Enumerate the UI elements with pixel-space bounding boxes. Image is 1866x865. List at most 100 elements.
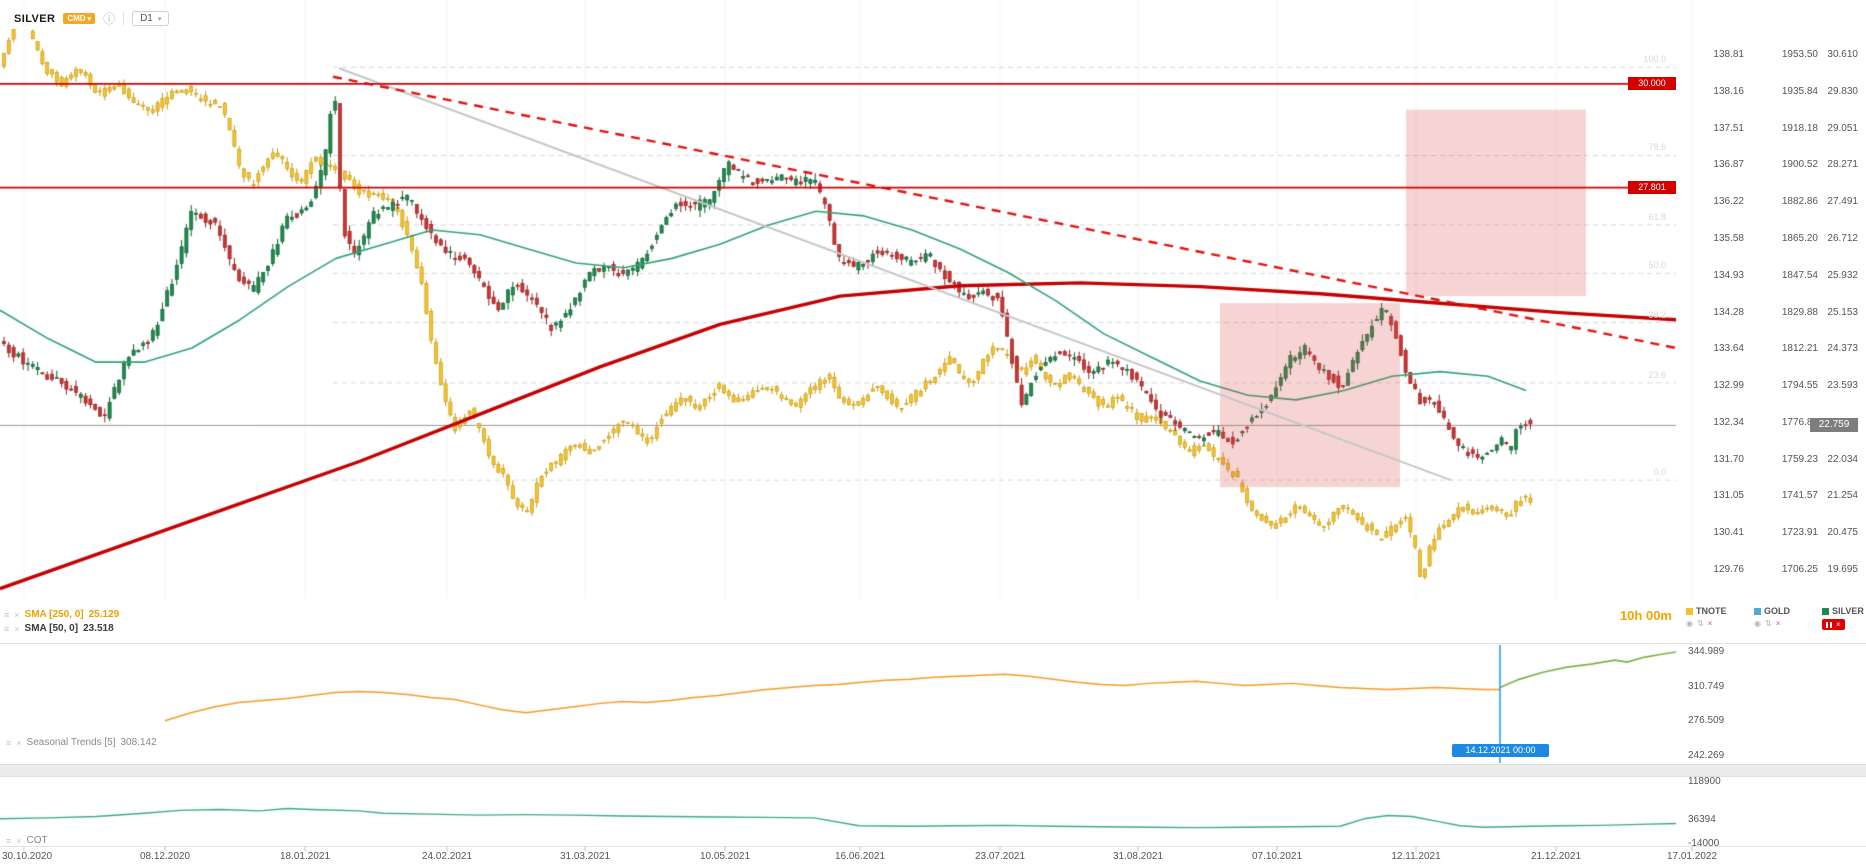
timeframe-selector[interactable]: D1 ▾ [132,11,170,26]
gold-axis-value: 1935.84 [1781,85,1818,97]
tnote-axis-value: 129.76 [1713,564,1744,575]
tnote-axis-value: 138.81 [1713,49,1744,60]
close-icon[interactable]: × [1707,619,1713,628]
gold-axis-value: 1776.89 [1781,416,1818,428]
legend-item-label: SILVER [1832,606,1864,616]
date-axis-label: 08.12.2020 [139,851,191,862]
panel-scrollbar[interactable] [0,764,1866,777]
silver-axis-value: 24.373 [1827,343,1858,355]
gold-axis-value: 1829.88 [1781,306,1818,318]
cot-axis-value: 118900 [1688,776,1721,787]
indicator-row: ≡ × SMA [250, 0] 25.129 [4,609,119,620]
tnote-axis-value: 136.87 [1713,159,1744,171]
legend-item-row: TNOTE [1686,606,1727,616]
legend-item-label: TNOTE [1696,606,1727,616]
close-icon[interactable]: × [1836,620,1841,629]
legend-item-gold[interactable]: GOLD ◉ ⇅ × [1754,606,1810,630]
chevron-down-icon: ▾ [157,15,162,23]
close-icon[interactable]: × [16,737,22,748]
legend-item-tnote[interactable]: TNOTE ◉ ⇅ × [1686,606,1742,630]
cot-indicator-label: ≡ × COT [6,835,48,846]
cot-axis-value: -14000 [1688,838,1720,849]
silver-axis-value: 21.254 [1827,490,1858,502]
sort-icon[interactable]: ⇅ [1764,619,1772,628]
menu-icon[interactable]: ≡ [6,835,12,846]
date-axis-label: 07.10.2021 [1251,851,1303,862]
menu-icon[interactable]: ≡ [4,623,10,634]
gold-axis-value: 1741.57 [1781,490,1818,502]
date-axis-label: 12.11.2021 [1391,851,1441,862]
tnote-axis-value: 132.99 [1713,380,1744,392]
cot-axis-value: 36394 [1688,814,1716,826]
silver-axis-value: 29.830 [1827,85,1858,97]
alert-badge[interactable]: × [1822,619,1845,630]
visibility-icon[interactable]: ◉ [1754,619,1761,628]
cot-label: COT [26,835,48,846]
tnote-axis-value: 132.34 [1713,416,1744,428]
date-axis-label: 24.02.2021 [421,851,473,862]
market-badge-label: CMD [67,14,86,23]
date-axis-label: 16.06.2021 [834,851,886,862]
silver-axis-value: 28.271 [1827,159,1858,171]
seasonal-marker-label: 14.12.2021 00:00 [1452,744,1549,757]
indicator-value: 23.518 [83,623,114,634]
close-icon[interactable]: × [14,623,20,634]
axis-divider [0,846,1866,847]
legend-color-swatch [1754,607,1761,615]
tnote-axis-value: 131.70 [1713,453,1744,465]
indicator-label: SMA [50, 0] [24,623,79,634]
silver-axis-value: 27.491 [1827,196,1858,208]
silver-axis-value: 30.610 [1827,49,1858,60]
legend-item-icons: ◉ ⇅ × [1686,619,1712,628]
gold-axis-value: 1953.50 [1781,49,1818,60]
bar-countdown: 10h 00m [1619,608,1672,623]
chart-header: SILVER CMD ▾ ⓘ D1 ▾ [8,8,176,29]
tnote-axis-value: 138.16 [1713,85,1744,97]
market-badge[interactable]: CMD ▾ [63,13,96,24]
info-icon[interactable]: ⓘ [103,12,116,26]
menu-icon[interactable]: ≡ [4,609,10,620]
close-icon[interactable]: × [1775,619,1781,628]
silver-axis-value: 23.593 [1827,380,1858,392]
sort-icon[interactable]: ⇅ [1696,619,1704,628]
seasonal-axis-value: 276.509 [1688,715,1725,727]
gold-axis-value: 1918.18 [1781,122,1818,134]
tnote-axis-value: 133.64 [1713,343,1744,355]
seasonal-value: 308.142 [120,737,157,748]
fib-level-label: 100.0 [1643,54,1666,65]
indicator-value: 25.129 [88,609,120,620]
tnote-axis-value: 131.05 [1713,490,1744,502]
fib-level-label: 23.6 [1648,369,1666,380]
pause-icon [1830,621,1832,628]
legend-item-label: GOLD [1764,606,1790,616]
fib-level-label: 61.8 [1648,211,1666,222]
menu-icon[interactable]: ≡ [6,737,12,748]
overlay-legend: TNOTE ◉ ⇅ × GOLD ◉ ⇅ × SILVER × [1686,606,1866,630]
seasonal-axis-value: 310.749 [1688,680,1725,692]
tnote-axis-value: 137.51 [1713,122,1744,134]
fib-level-label: 38.2 [1648,309,1666,320]
tnote-axis-value: 136.22 [1713,196,1744,208]
tnote-axis-value: 134.28 [1713,306,1744,318]
gold-axis-value: 1812.21 [1781,343,1818,355]
legend-color-swatch [1686,607,1693,615]
silver-axis-value: 20.475 [1827,527,1858,539]
legend-item-silver[interactable]: SILVER × [1822,606,1866,630]
panel-divider [0,643,1866,644]
silver-axis-value: 19.695 [1827,564,1858,575]
date-axis-label: 21.12.2021 [1530,851,1582,862]
legend-item-row: SILVER [1822,606,1864,616]
fib-level-label: 78.6 [1648,142,1666,153]
silver-axis-value: 29.051 [1827,122,1858,134]
indicator-label: SMA [250, 0] [24,609,84,620]
legend-item-icons: ◉ ⇅ × [1754,619,1780,628]
price-level-badge: 30.000 [1628,77,1676,91]
gold-axis-value: 1706.25 [1781,564,1818,575]
close-icon[interactable]: × [16,835,22,846]
close-icon[interactable]: × [14,609,20,620]
pause-icon [1826,621,1828,628]
visibility-icon[interactable]: ◉ [1686,619,1693,628]
current-price-badge: 22.759 [1810,418,1858,432]
